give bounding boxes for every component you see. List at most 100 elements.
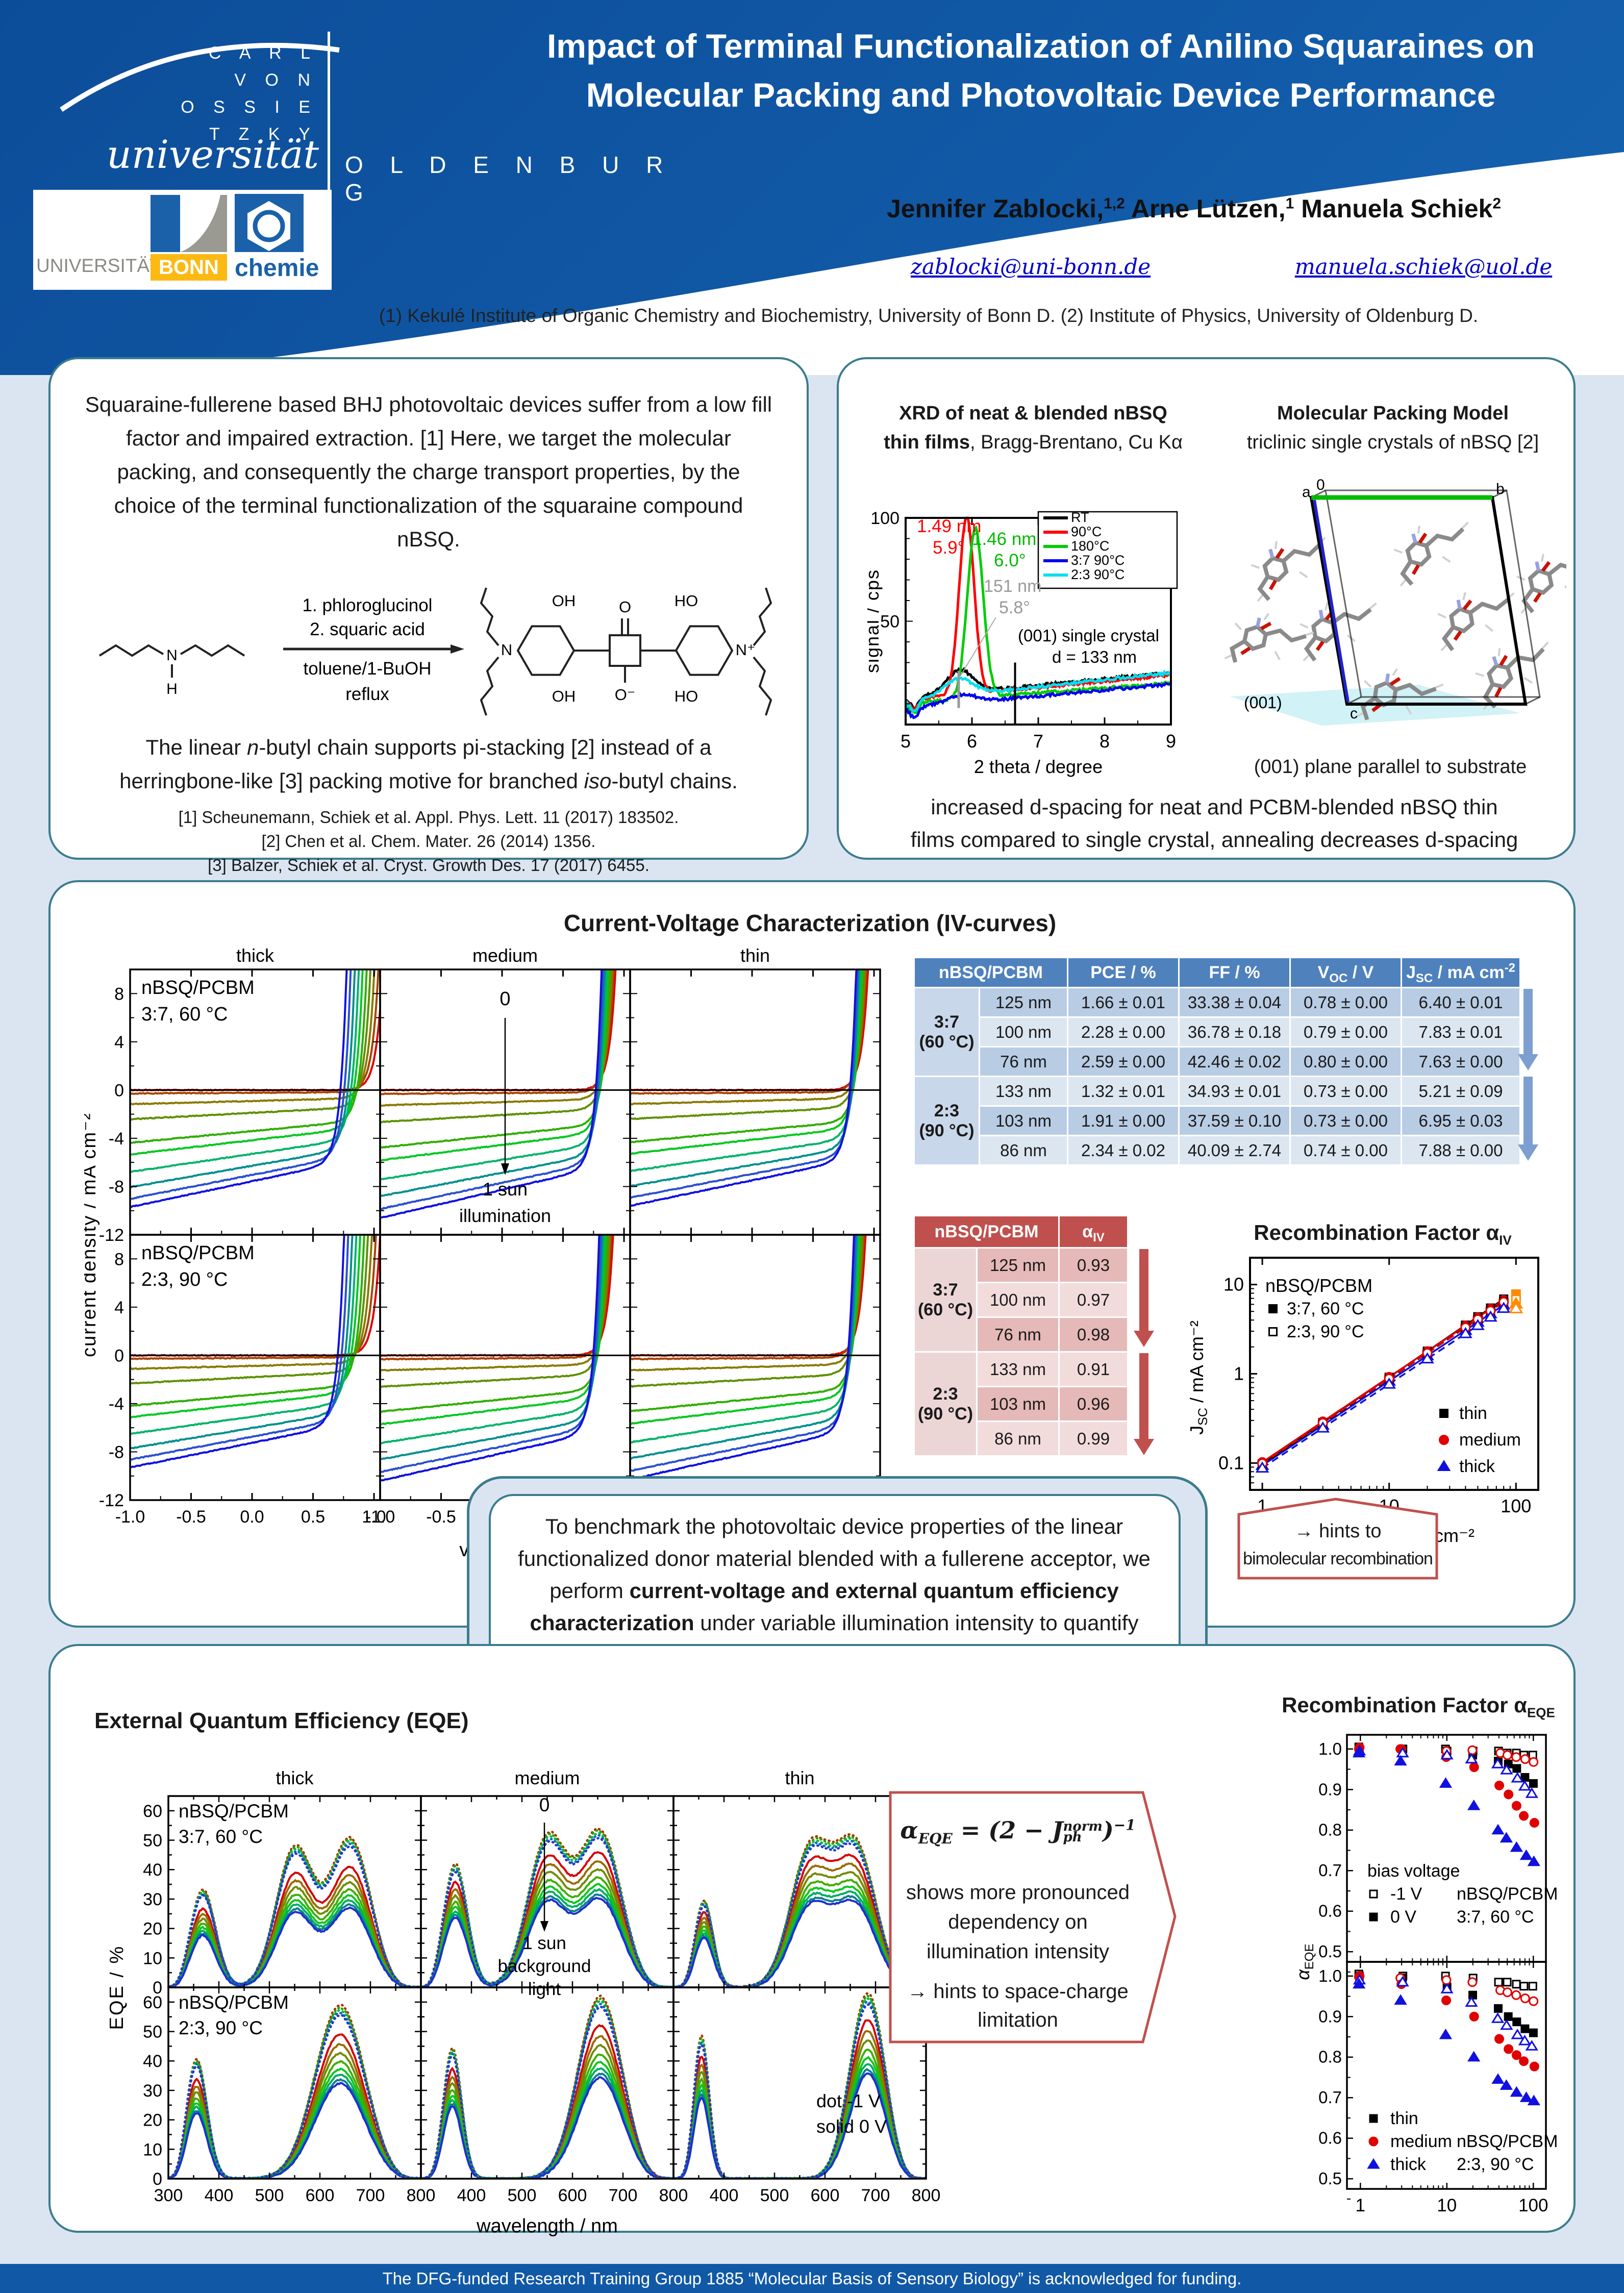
svg-text:toluene/1-BuOH: toluene/1-BuOH [304, 659, 432, 679]
table-cell: 7.83 ± 0.01 [1401, 1016, 1521, 1048]
hint-bimolecular-box: → hints to bimolecular recombination [1235, 1494, 1441, 1582]
svg-text:0.9: 0.9 [1318, 2007, 1342, 2026]
svg-text:1: 1 [1234, 1363, 1244, 1384]
svg-text:-4: -4 [109, 1394, 124, 1414]
svg-text:0: 0 [539, 1794, 550, 1815]
text-segment: -butyl chain supports pi-stacking [2] in… [119, 735, 712, 793]
xrd-note: increased d-spacing for neat and PCBM-bl… [862, 791, 1566, 856]
svg-text:background: background [498, 1956, 591, 1976]
table-cell: 34.93 ± 0.01 [1178, 1076, 1291, 1107]
svg-text:10: 10 [1223, 1274, 1244, 1295]
table-header-cell: FF / % [1178, 957, 1291, 988]
svg-text:60: 60 [143, 1993, 162, 2012]
chemie-label: chemie [235, 255, 319, 282]
svg-text:nBSQ/PCBM: nBSQ/PCBM [141, 977, 255, 999]
text-segment: iso [584, 769, 612, 793]
svg-text:RT: RT [1071, 510, 1089, 525]
table-cell: 76 nm [976, 1316, 1060, 1353]
svg-text:O: O [619, 598, 631, 616]
table-cell: 7.63 ± 0.00 [1401, 1046, 1521, 1077]
svg-text:nBSQ/PCBM: nBSQ/PCBM [141, 1242, 255, 1264]
table-cell: 1.91 ± 0.00 [1067, 1105, 1180, 1136]
svg-text:-0.5: -0.5 [426, 1507, 456, 1527]
svg-text:thin: thin [785, 1767, 814, 1788]
xrd-note-line2: films compared to single crystal, anneal… [910, 828, 1518, 852]
svg-text:10: 10 [143, 1949, 162, 1968]
table-cell: 0.79 ± 0.00 [1289, 1016, 1402, 1048]
svg-text:2:3, 90 °C: 2:3, 90 °C [141, 1269, 228, 1290]
svg-text:0: 0 [153, 1978, 162, 1998]
svg-text:3:7, 60 °C: 3:7, 60 °C [179, 1826, 263, 1847]
svg-text:1.0: 1.0 [362, 1507, 386, 1527]
authors-line: Jennifer Zablocki,1,2 Arne Lützen,1 Manu… [796, 194, 1592, 223]
table-cell: 42.46 ± 0.02 [1178, 1046, 1291, 1077]
svg-text:thick: thick [276, 1767, 314, 1788]
alpha-trend-arrows [1129, 1245, 1159, 1462]
table-cell: 0.73 ± 0.00 [1289, 1105, 1402, 1136]
svg-text:0 V: 0 V [1390, 1907, 1416, 1927]
reference-3: [3] Balzer, Schiek et al. Cryst. Growth … [208, 856, 649, 875]
xrd-title-line1: XRD of neat & blended nBSQ [899, 403, 1167, 424]
table-cell: 6.95 ± 0.03 [1401, 1105, 1521, 1136]
footer-bar: The DFG-funded Research Training Group 1… [0, 2264, 1624, 2293]
packing-figure: a 0 b c (001) [1214, 475, 1593, 753]
table-cell: 0.97 [1058, 1282, 1129, 1318]
alpha-table: nBSQ/PCBM αIV 3:7 (60 °C) 125 nm 0.93 100 nm 0.… [913, 1215, 1129, 1457]
bonn-label: BONN [151, 254, 227, 281]
svg-text:0: 0 [499, 988, 510, 1010]
xrd-title: XRD of neat & blended nBSQ thin films, B… [857, 399, 1209, 457]
svg-text:N⁺: N⁺ [736, 641, 756, 659]
packing-title-line2: triclinic single crystals of nBSQ [2] [1246, 432, 1539, 453]
table-cell: 100 nm [979, 1016, 1068, 1048]
table-cell: 125 nm [976, 1247, 1060, 1283]
svg-text:1 sun: 1 sun [483, 1179, 528, 1200]
table-group-cell: 3:7 (60 °C) [913, 987, 980, 1077]
svg-text:1.49 nm: 1.49 nm [917, 516, 981, 536]
svg-text:0.9: 0.9 [1318, 1780, 1342, 1799]
table-cell: 133 nm [976, 1351, 1060, 1387]
svg-text:700: 700 [609, 2186, 638, 2205]
email-link-2[interactable]: manuela.schiek@uol.de [1294, 254, 1553, 279]
eq-callout-outline [889, 1791, 1177, 2043]
svg-text:180°C: 180°C [1071, 538, 1109, 554]
svg-text:reflux: reflux [345, 684, 389, 704]
svg-text:-8: -8 [109, 1177, 124, 1197]
header-swoosh [122, 152, 1624, 375]
xrd-note-line1: increased d-spacing for neat and PCBM-bl… [931, 795, 1498, 819]
svg-text:1.46 nm: 1.46 nm [972, 529, 1036, 549]
svg-text:600: 600 [811, 2186, 840, 2205]
svg-text:0: 0 [114, 1346, 124, 1365]
svg-text:1: 1 [1356, 2196, 1365, 2215]
svg-text:2:3, 90 °C: 2:3, 90 °C [179, 2017, 263, 2038]
xrd-box [837, 357, 1576, 860]
svg-text:7: 7 [1033, 731, 1043, 752]
poster-header: C A R L V O N O S S I E T Z K Y universi… [0, 0, 1624, 375]
svg-text:0.8: 0.8 [1318, 2048, 1342, 2066]
email-link-1[interactable]: zablocki@uni-bonn.de [910, 254, 1151, 279]
author-affil-sup: 1,2 [1104, 195, 1125, 212]
footer-text: The DFG-funded Research Training Group 1… [382, 2269, 1242, 2288]
text-segment: To benchmark the photovoltaic device pro… [518, 1514, 1151, 1603]
svg-text:100: 100 [1501, 1496, 1531, 1516]
svg-text:medium: medium [1459, 1430, 1521, 1450]
eq-callout-text2: → hints to space-charge limitation [907, 1980, 1129, 2031]
svg-text:-8: -8 [109, 1442, 124, 1462]
table-cell: 40.09 ± 2.74 [1178, 1135, 1291, 1166]
scheme-svg: N H 1. phloroglucinol 2. squaric acid toluen… [98, 587, 772, 716]
svg-text:HO: HO [674, 687, 698, 705]
author-name: Jennifer Zablocki, [886, 194, 1104, 223]
svg-text:(001) single crystal: (001) single crystal [1018, 626, 1159, 645]
affiliation-line: (1) Kekulé Institute of Organic Chemistr… [379, 305, 1479, 326]
svg-text:solid 0 V: solid 0 V [816, 2116, 887, 2137]
svg-text:1.0: 1.0 [1318, 1966, 1342, 1985]
hint-bimolecular-line2: bimolecular recombination [1243, 1549, 1433, 1568]
svg-text:thin: thin [1459, 1404, 1487, 1423]
svg-text:2:3 90°C: 2:3 90°C [1071, 567, 1125, 582]
alpha-arrows-svg [1134, 1249, 1154, 1455]
bonn-blue-block [151, 195, 180, 252]
svg-text:3:7 90°C: 3:7 90°C [1071, 553, 1125, 568]
table-header-cell: JSC / mA cm-2 [1401, 957, 1521, 988]
aeqe-svg: 0.5 0.6 0.7 0.8 0.9 1.0 0.5 0.6 0.7 0.8 0.9 1.0 1 10 1… [1292, 1734, 1578, 2247]
